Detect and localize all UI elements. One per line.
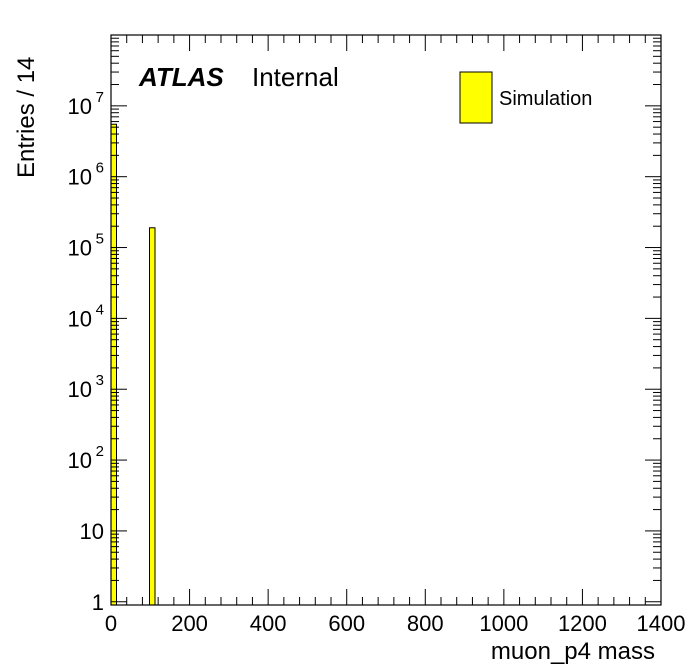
legend-label-simulation: Simulation xyxy=(499,88,592,110)
x-tick-label: 800 xyxy=(407,611,444,636)
y-tick-label: 10 xyxy=(68,448,92,473)
atlas-label: ATLAS xyxy=(138,62,224,92)
y-tick-label-exponent: 6 xyxy=(96,160,104,177)
y-tick-label-exponent: 4 xyxy=(96,301,104,318)
axis-ticks xyxy=(110,34,662,606)
x-tick-label: 1400 xyxy=(637,611,686,636)
x-tick-label: 1200 xyxy=(558,611,607,636)
y-tick-label: 10 xyxy=(68,377,92,402)
histogram-bars xyxy=(110,123,156,606)
x-tick-label: 200 xyxy=(171,611,208,636)
y-axis-title: Entries / 14 xyxy=(13,57,40,178)
x-tick-label: 0 xyxy=(105,611,117,636)
internal-label: Internal xyxy=(252,62,339,92)
histogram-bar xyxy=(149,227,156,606)
y-tick-label: 10 xyxy=(68,236,92,261)
x-tick-label: 600 xyxy=(328,611,365,636)
y-tick-label-exponent: 5 xyxy=(96,231,104,248)
y-tick-label-exponent: 7 xyxy=(96,89,104,106)
x-tick-labels: 0 200 400 600 800 1000 1200 1400 xyxy=(105,611,686,636)
y-tick-label: 10 xyxy=(68,306,92,331)
plot-frame xyxy=(110,34,662,606)
y-tick-label: 10 xyxy=(80,519,104,544)
x-axis-title: muon_p4 mass xyxy=(491,638,655,665)
x-tick-label: 400 xyxy=(250,611,287,636)
histogram-bar xyxy=(110,123,117,606)
legend-swatch-simulation xyxy=(459,71,493,124)
y-tick-label: 10 xyxy=(68,94,92,119)
y-tick-label-exponent: 2 xyxy=(96,443,104,460)
legend: Simulation xyxy=(459,71,592,124)
x-tick-label: 1000 xyxy=(479,611,528,636)
y-tick-label: 1 xyxy=(92,590,104,615)
y-tick-label: 10 xyxy=(68,165,92,190)
y-tick-label-exponent: 3 xyxy=(96,372,104,389)
